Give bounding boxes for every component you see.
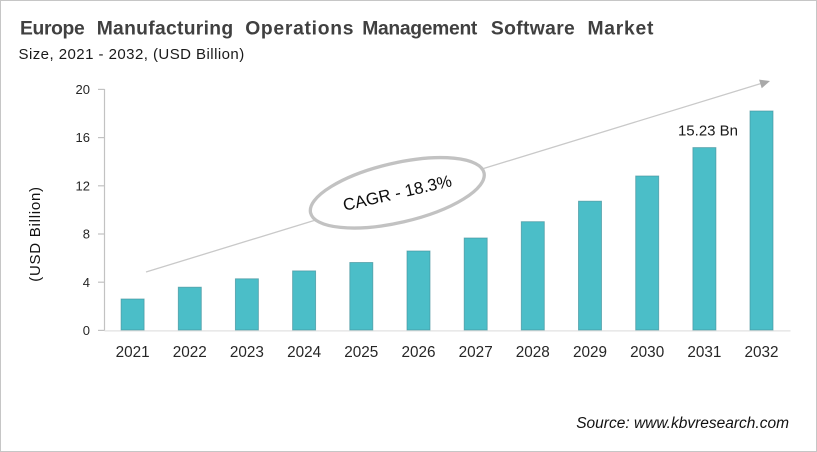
svg-text:20: 20: [76, 82, 90, 97]
svg-text:2030: 2030: [630, 344, 664, 361]
svg-text:16: 16: [76, 130, 90, 145]
svg-text:2021: 2021: [116, 344, 150, 361]
svg-text:12: 12: [76, 178, 90, 193]
svg-text:2029: 2029: [573, 344, 607, 361]
svg-text:2027: 2027: [459, 344, 493, 361]
svg-text:2025: 2025: [344, 344, 378, 361]
svg-text:4: 4: [83, 275, 90, 290]
svg-text:2024: 2024: [287, 344, 322, 361]
svg-text:Size, 2021 - 2032, (USD Billio: Size, 2021 - 2032, (USD Billion): [19, 46, 245, 63]
svg-text:2031: 2031: [687, 344, 721, 361]
svg-text:(USD Billion): (USD Billion): [27, 186, 44, 282]
svg-text:2028: 2028: [516, 344, 550, 361]
svg-text:2032: 2032: [744, 344, 778, 361]
svg-text:2022: 2022: [173, 344, 207, 361]
svg-text:2023: 2023: [230, 344, 264, 361]
svg-text:Source: www.kbvresearch.com: Source: www.kbvresearch.com: [576, 415, 789, 432]
svg-text:15.23 Bn: 15.23 Bn: [678, 123, 738, 140]
svg-text:2026: 2026: [401, 344, 435, 361]
svg-text:8: 8: [83, 227, 90, 242]
svg-text:0: 0: [83, 323, 90, 338]
